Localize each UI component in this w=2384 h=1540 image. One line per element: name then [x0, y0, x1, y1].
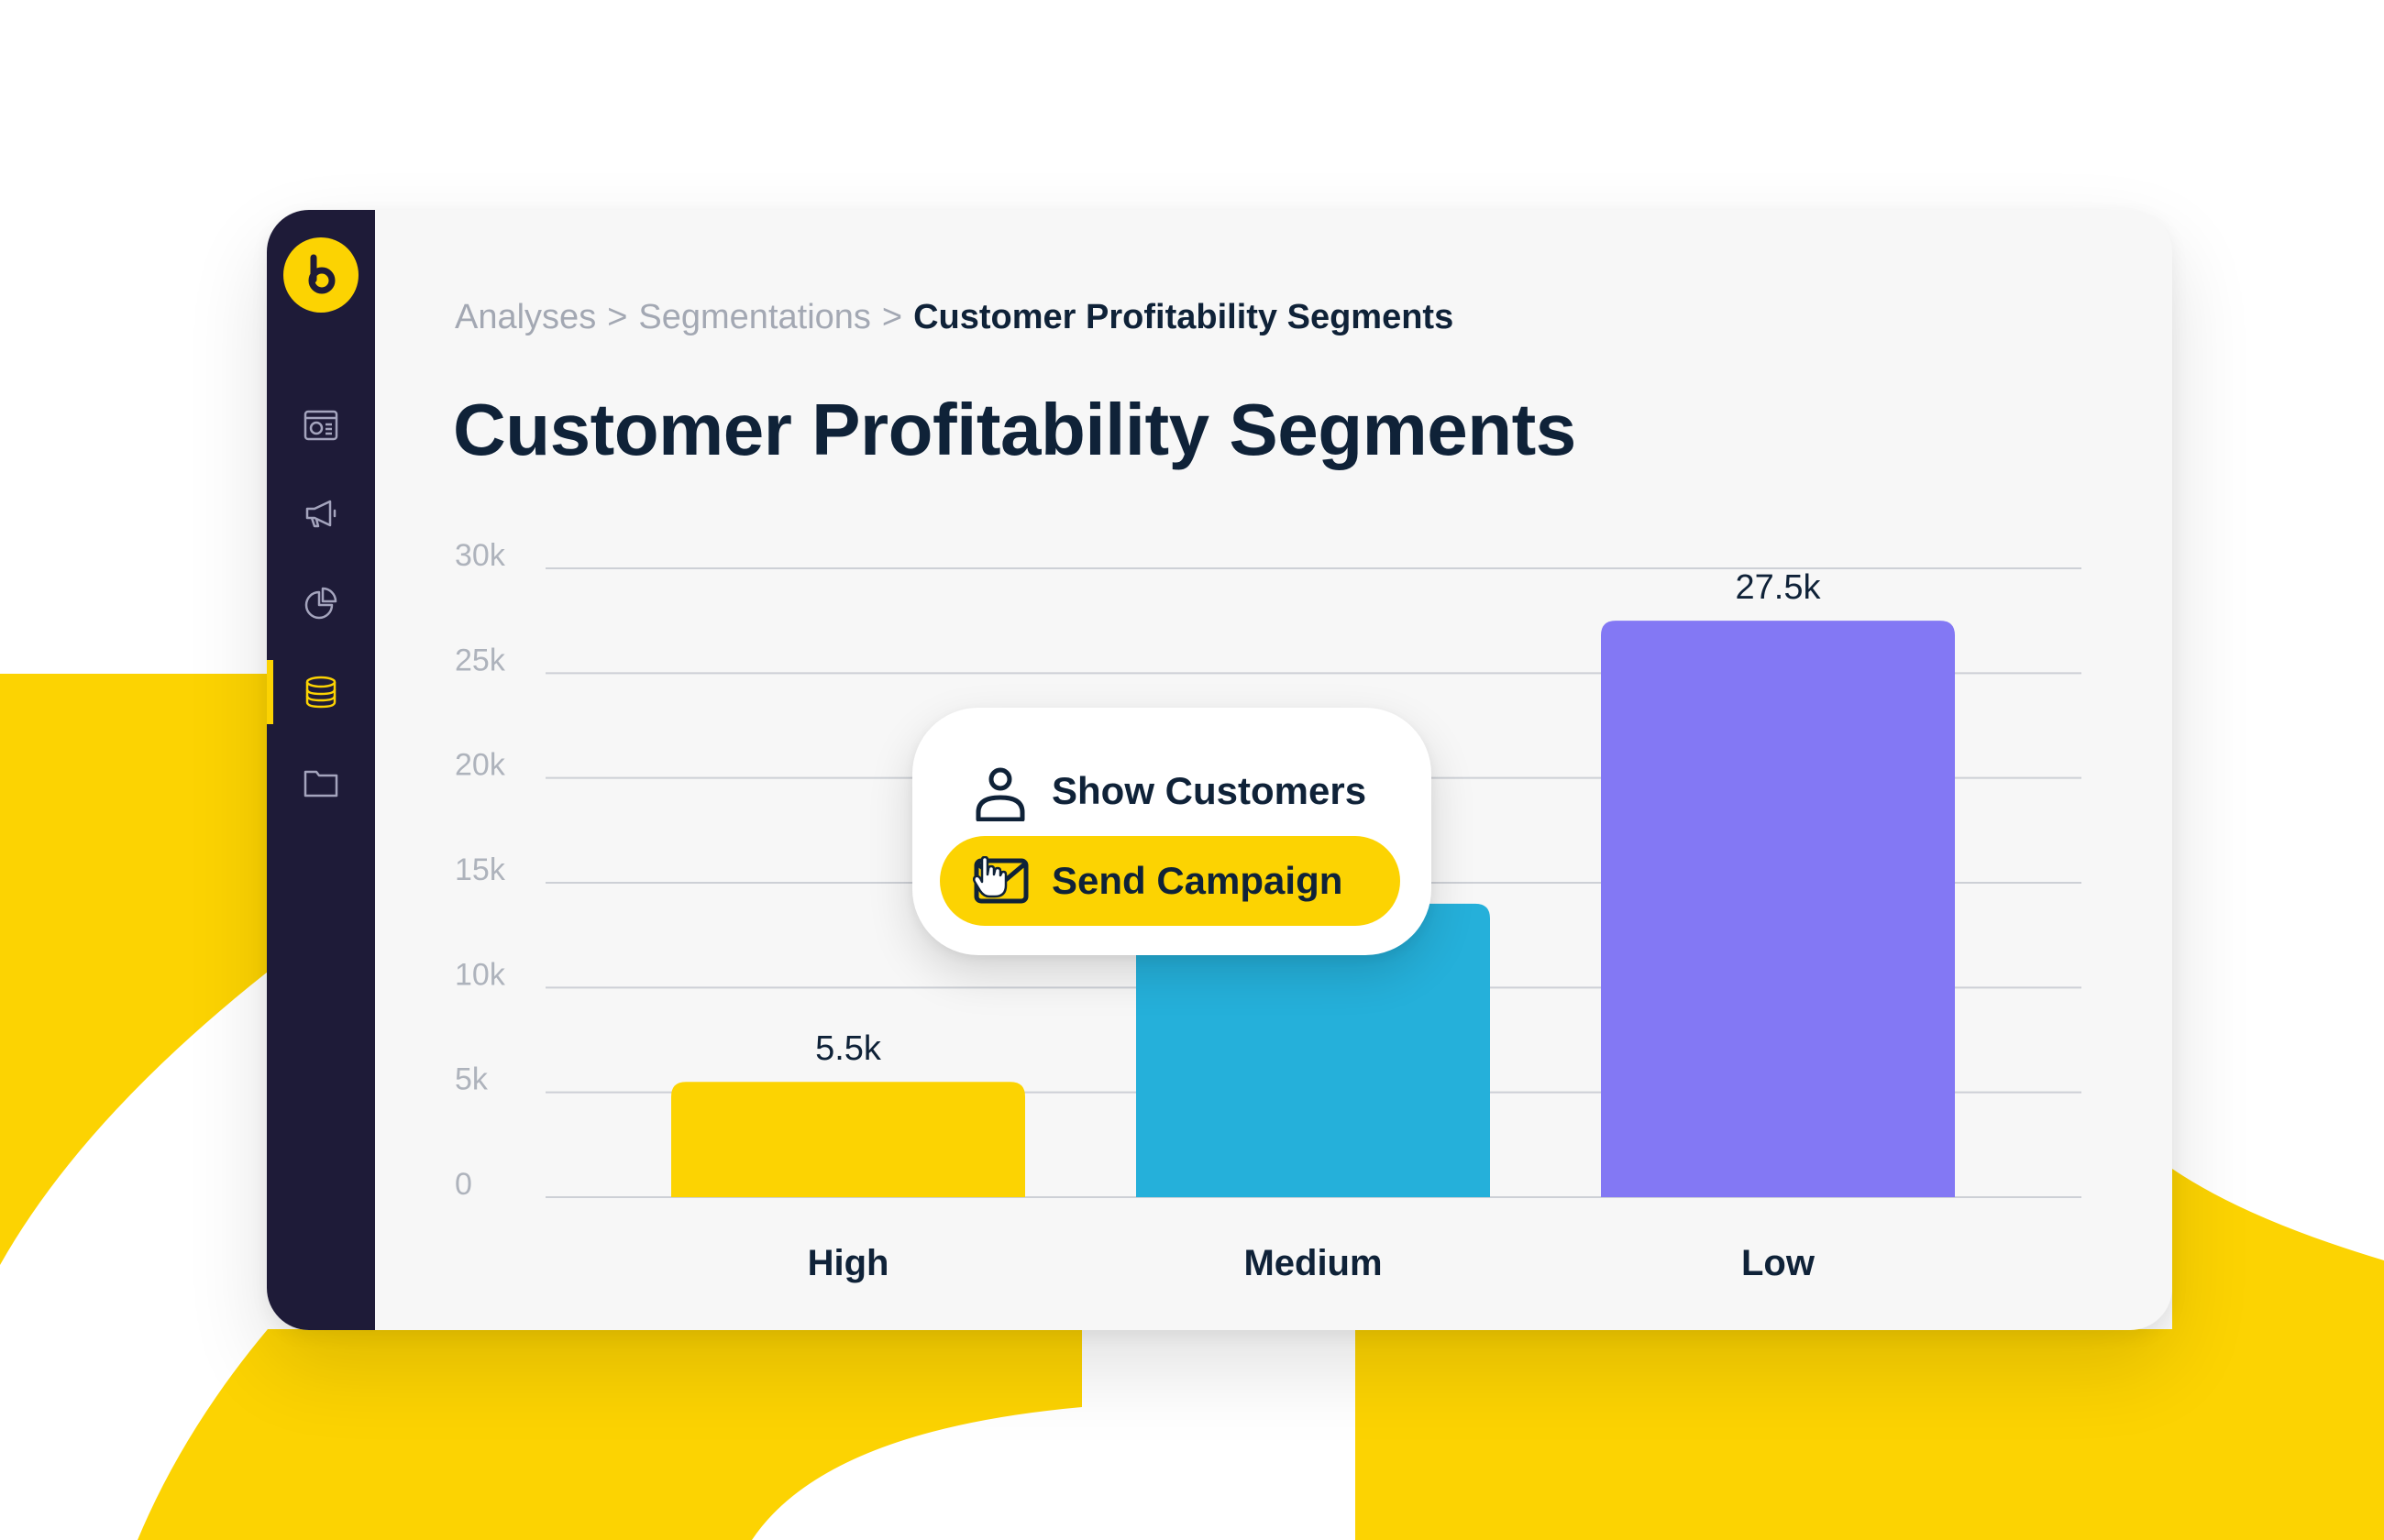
- bar-chart: 0 5k 10k 15k 20k 25k 30k 5.5k High Medium 27.5k Low: [455, 538, 2081, 1283]
- yellow-shape-left: [0, 674, 268, 1265]
- breadcrumb-item-segmentations[interactable]: Segmentations: [638, 298, 871, 336]
- breadcrumb-separator: >: [607, 298, 628, 336]
- sidebar-item-dashboard[interactable]: [267, 393, 375, 457]
- send-campaign-button[interactable]: Send Campaign: [940, 836, 1400, 926]
- sidebar-item-campaigns[interactable]: [267, 481, 375, 545]
- yellow-shape-bottom-left: [138, 1329, 1082, 1540]
- y-tick-label: 30k: [455, 538, 506, 573]
- database-icon: [305, 676, 337, 709]
- sidebar-item-files[interactable]: [267, 751, 375, 815]
- bar-high[interactable]: [671, 1082, 1025, 1197]
- x-tick-label: Medium: [1243, 1243, 1382, 1283]
- show-customers-label: Show Customers: [1052, 769, 1367, 812]
- data-label: 27.5k: [1736, 568, 1822, 607]
- pie-chart-icon: [304, 587, 337, 620]
- x-tick-label: High: [808, 1243, 889, 1283]
- sidebar: [267, 210, 375, 1330]
- logo-icon: [308, 254, 336, 294]
- page-title: Customer Profitability Segments: [453, 389, 1576, 470]
- x-tick-label: Low: [1741, 1243, 1816, 1283]
- show-customers-button[interactable]: Show Customers: [940, 746, 1400, 836]
- megaphone-icon: [305, 500, 337, 528]
- yellow-shape-right: [1355, 1169, 2384, 1540]
- y-tick-label: 15k: [455, 852, 506, 887]
- hand-pointer-icon: [973, 856, 1008, 898]
- breadcrumb-separator: >: [881, 298, 903, 336]
- y-tick-label: 25k: [455, 643, 506, 677]
- breadcrumb-item-analyses[interactable]: Analyses: [455, 298, 597, 336]
- data-label: 5.5k: [815, 1029, 882, 1068]
- user-icon: [976, 767, 1025, 821]
- app-window: Analyses > Segmentations > Customer Profitab…: [267, 210, 2172, 1330]
- breadcrumb: Analyses > Segmentations > Customer Profitab…: [455, 294, 1453, 340]
- y-tick-label: 0: [455, 1167, 472, 1202]
- bar-low[interactable]: [1601, 621, 1955, 1197]
- sidebar-item-analyses[interactable]: [267, 571, 375, 635]
- bar-medium[interactable]: [1136, 903, 1490, 1197]
- y-tick-label: 5k: [455, 1062, 489, 1097]
- y-tick-label: 20k: [455, 748, 506, 783]
- y-tick-label: 10k: [455, 957, 506, 992]
- send-campaign-label: Send Campaign: [1052, 859, 1343, 902]
- sidebar-item-segments[interactable]: [267, 660, 375, 724]
- breadcrumb-current: Customer Profitability Segments: [913, 298, 1454, 336]
- dashboard-icon: [304, 410, 338, 441]
- folder-icon: [304, 770, 338, 798]
- segment-context-menu: Show Customers Send Campaign: [912, 708, 1431, 955]
- app-logo[interactable]: [283, 237, 359, 313]
